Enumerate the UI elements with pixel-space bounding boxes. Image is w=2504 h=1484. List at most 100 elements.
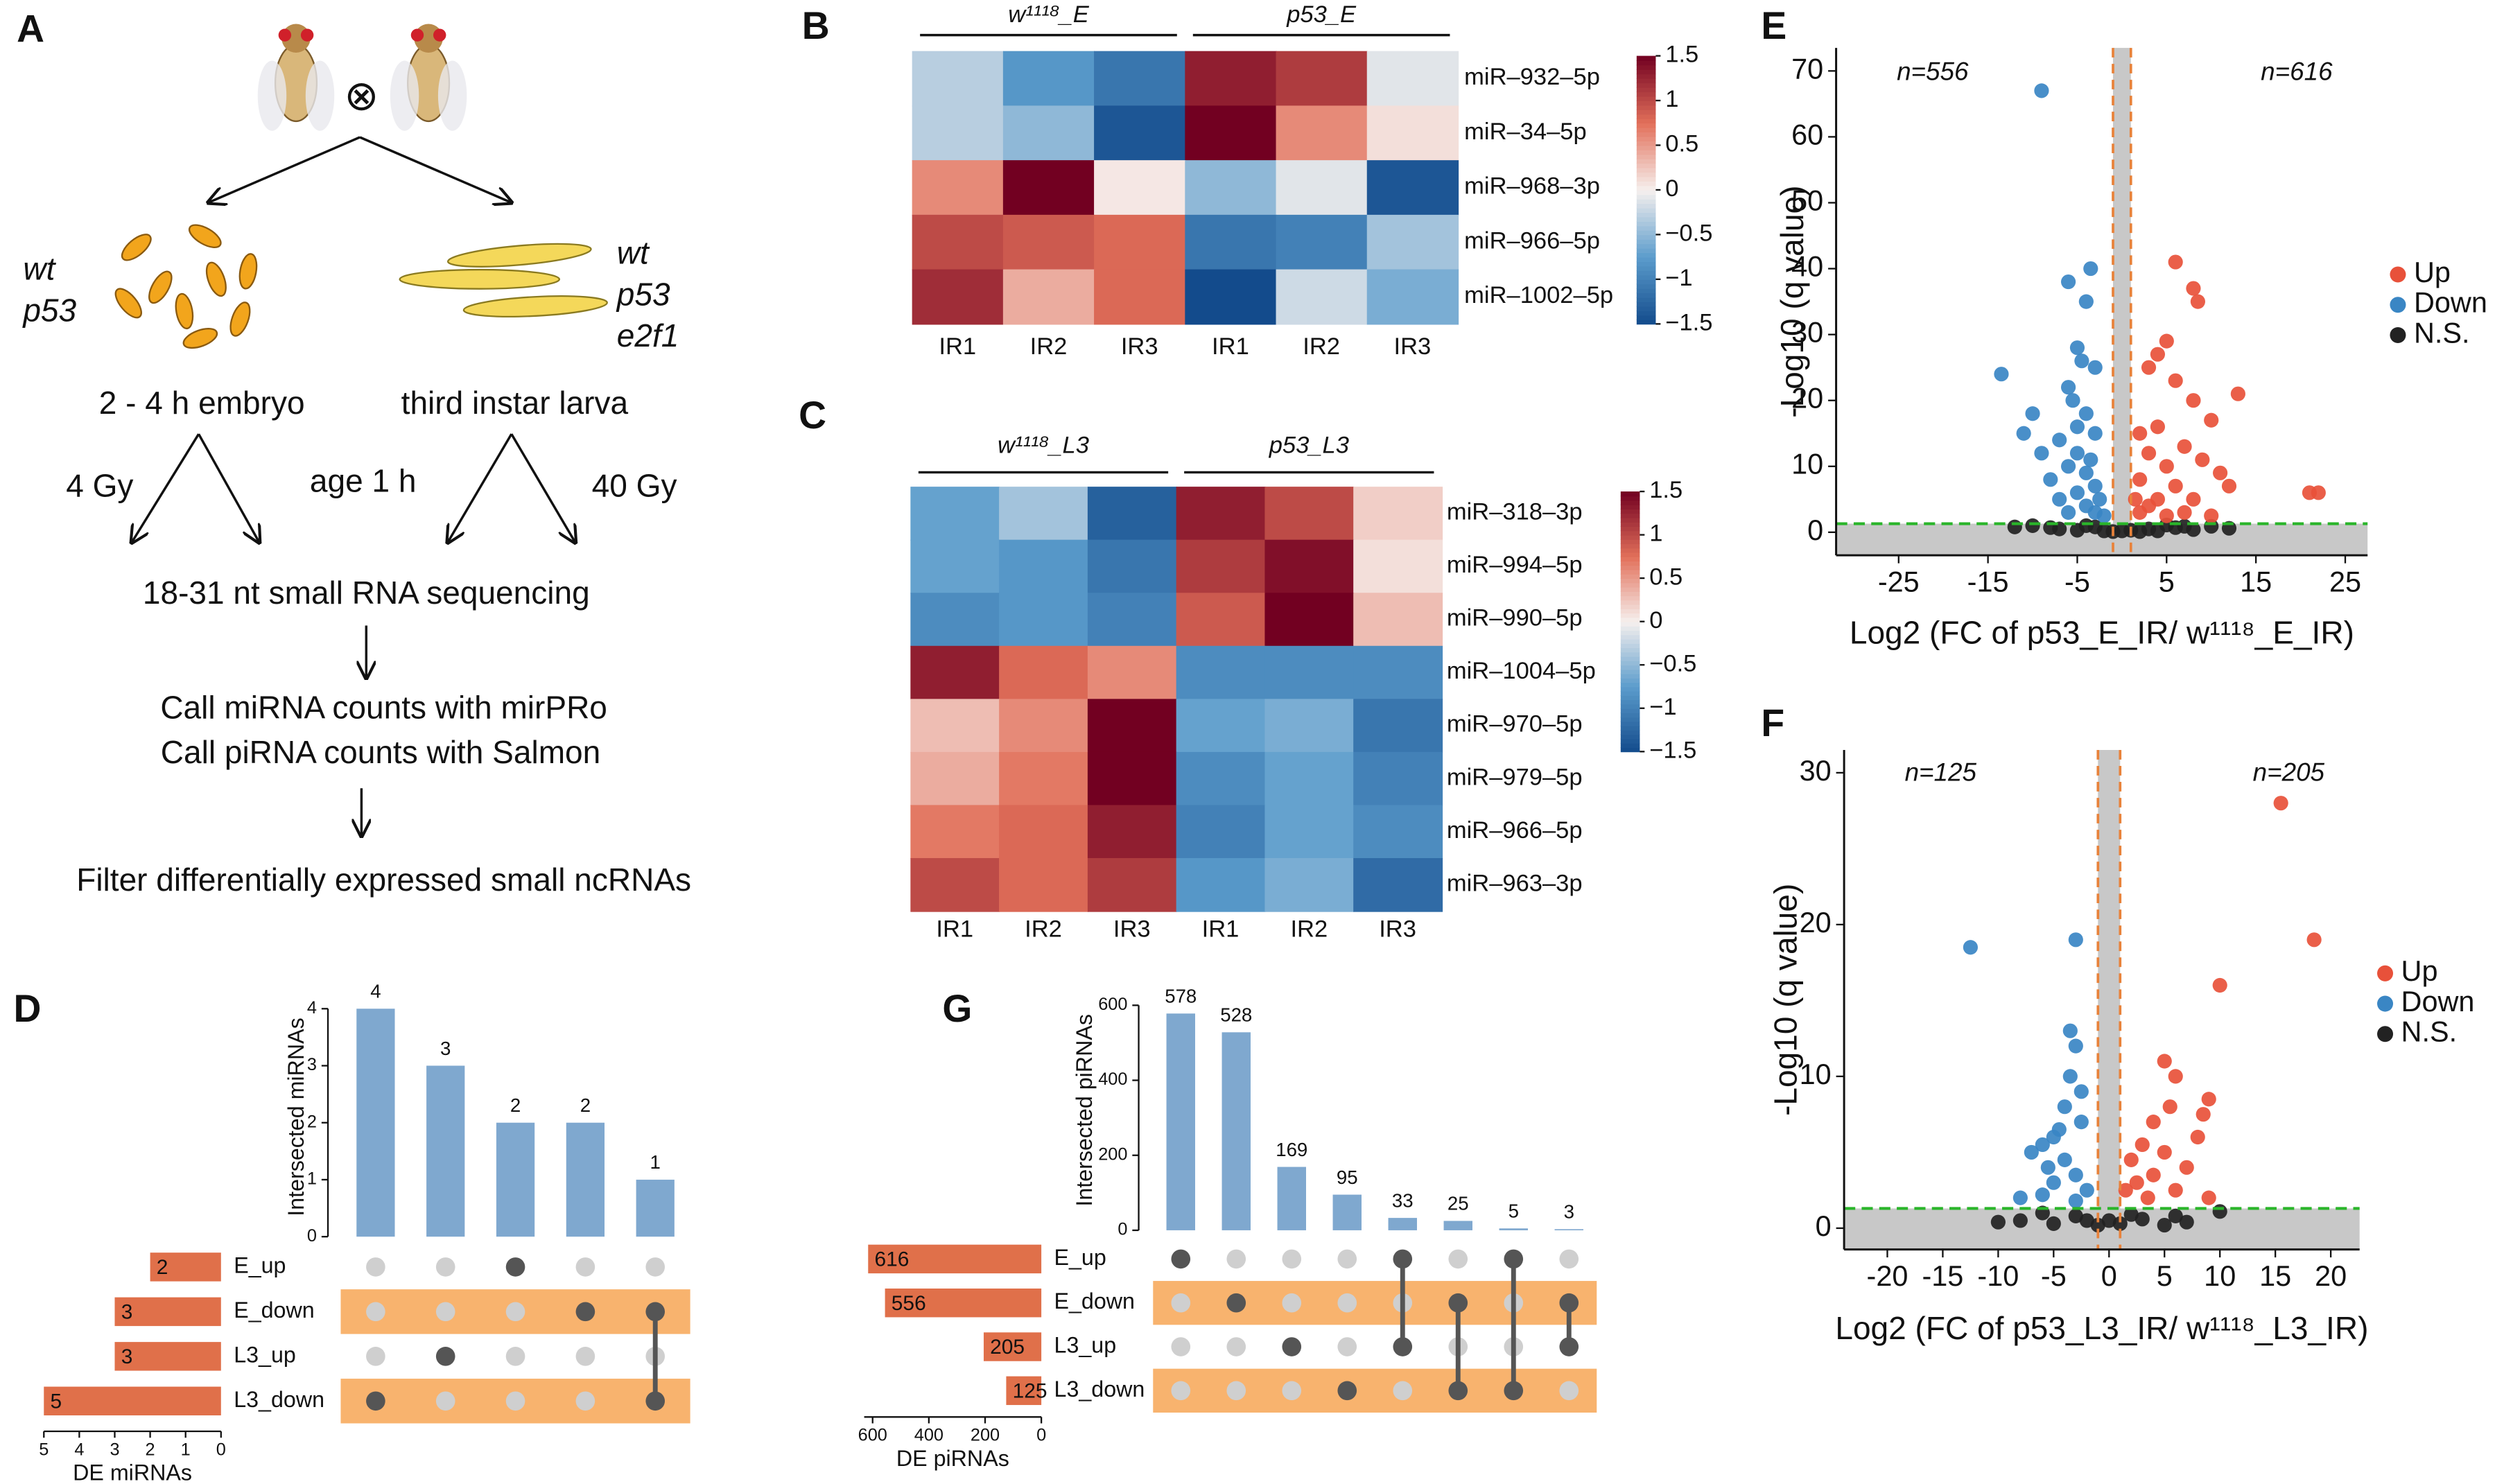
row-label: miR–34–5p bbox=[1464, 119, 1587, 145]
colorbar-segment bbox=[1636, 136, 1656, 141]
heatmap-cell bbox=[1094, 214, 1186, 270]
bar bbox=[1499, 1228, 1528, 1230]
point bbox=[2068, 1038, 2083, 1054]
panel-label: E bbox=[1761, 4, 1786, 47]
point bbox=[2177, 505, 2192, 520]
heatmap-cell bbox=[1002, 51, 1095, 107]
heatmap-cell bbox=[912, 269, 1005, 325]
colorbar-segment bbox=[1636, 176, 1656, 182]
point bbox=[2177, 439, 2192, 454]
y-axis-title: Intersected miRNAs bbox=[284, 1018, 308, 1216]
y-tick-label: 20 bbox=[1800, 906, 1832, 939]
set-name: E_up bbox=[234, 1252, 286, 1277]
heatmap-cell bbox=[1353, 593, 1443, 647]
colorbar-segment bbox=[1620, 656, 1640, 661]
set-size-bar bbox=[114, 1297, 221, 1327]
x-tick-label: -25 bbox=[1878, 566, 1920, 598]
point bbox=[2306, 932, 2322, 948]
point bbox=[2141, 446, 2157, 461]
matrix-dot-empty bbox=[505, 1347, 525, 1366]
point bbox=[2157, 1217, 2172, 1233]
colorbar-segment bbox=[1620, 704, 1640, 709]
legend-marker bbox=[2390, 326, 2406, 343]
y-tick-label: 10 bbox=[1791, 448, 1823, 480]
colorbar-segment bbox=[1620, 643, 1640, 649]
colorbar-segment bbox=[1636, 288, 1656, 294]
row-label: miR–968–3p bbox=[1464, 173, 1600, 200]
set-size-label: 125 bbox=[1013, 1380, 1047, 1403]
set-size-bar bbox=[983, 1332, 1042, 1361]
point bbox=[2087, 426, 2103, 441]
y-tick-label: 400 bbox=[1098, 1070, 1127, 1089]
embryos bbox=[114, 224, 258, 349]
heatmap-cell bbox=[1353, 857, 1443, 912]
matrix-dot-empty bbox=[435, 1302, 455, 1322]
colorbar-segment bbox=[1636, 270, 1656, 276]
y-tick-label: 1 bbox=[307, 1169, 317, 1189]
row-label: miR–990–5p bbox=[1447, 605, 1583, 631]
y-tick-label: 30 bbox=[1800, 754, 1832, 787]
matrix-dot bbox=[645, 1302, 666, 1322]
row-label: miR–970–5p bbox=[1447, 711, 1583, 737]
colorbar-segment bbox=[1620, 634, 1640, 640]
matrix-dot-empty bbox=[1226, 1381, 1246, 1401]
heatmap-cell bbox=[1276, 51, 1368, 107]
colorbar-segment bbox=[1636, 145, 1656, 150]
colorbar-segment bbox=[1636, 265, 1656, 271]
point bbox=[2204, 508, 2219, 523]
colorbar-segment bbox=[1620, 630, 1640, 636]
matrix-dot-empty bbox=[1559, 1381, 1579, 1401]
heatmap-cell bbox=[910, 699, 1000, 753]
point bbox=[2074, 353, 2089, 369]
point bbox=[2024, 1144, 2039, 1160]
matrix-dot-empty bbox=[1226, 1249, 1246, 1269]
step-label: 18-31 nt small RNA sequencing bbox=[143, 575, 590, 611]
colorbar-segment bbox=[1636, 279, 1656, 285]
point bbox=[2035, 1137, 2050, 1153]
bar-value-label: 3 bbox=[440, 1038, 451, 1059]
heatmap-cell bbox=[1185, 214, 1277, 270]
colorbar-segment bbox=[1636, 238, 1656, 245]
matrix-dot-empty bbox=[366, 1347, 385, 1366]
column-label: IR1 bbox=[939, 333, 976, 360]
heatmap-cell bbox=[910, 645, 1000, 700]
legend-label: N.S. bbox=[2414, 316, 2470, 349]
x-tick-label: 5 bbox=[2159, 566, 2175, 598]
x-tick-label: 0 bbox=[2101, 1259, 2117, 1292]
matrix-dot-empty bbox=[366, 1257, 385, 1277]
set-axis-tick-label: 2 bbox=[146, 1440, 155, 1459]
point bbox=[2060, 380, 2076, 395]
bar bbox=[1221, 1032, 1251, 1230]
heatmap-cell bbox=[1087, 593, 1177, 647]
point bbox=[2150, 419, 2166, 435]
group-label: w¹¹¹⁸_E bbox=[1008, 1, 1090, 28]
colorbar-tick-label: −1.5 bbox=[1665, 309, 1712, 335]
stage-label: 2 - 4 h embryo bbox=[99, 385, 305, 421]
bar bbox=[356, 1009, 395, 1237]
heatmap-cell bbox=[910, 751, 1000, 806]
point bbox=[2012, 1213, 2028, 1228]
colorbar-segment bbox=[1620, 708, 1640, 713]
heatmap-cell bbox=[1353, 751, 1443, 806]
heatmap-cell bbox=[1176, 699, 1266, 753]
colorbar-segment bbox=[1636, 69, 1656, 75]
y-tick-label: 0 bbox=[1118, 1220, 1127, 1239]
colorbar-tick-label: −1 bbox=[1649, 694, 1676, 720]
colorbar-segment bbox=[1620, 491, 1640, 497]
matrix-dot-empty bbox=[1282, 1249, 1302, 1269]
column-label: IR3 bbox=[1394, 333, 1432, 360]
set-size-label: 3 bbox=[121, 1301, 133, 1324]
set-size-bar bbox=[44, 1386, 221, 1416]
heatmap-cell bbox=[1366, 160, 1459, 216]
panel-label: B bbox=[802, 4, 830, 47]
matrix-dot-empty bbox=[505, 1391, 525, 1411]
colorbar-tick-label: 1.5 bbox=[1665, 42, 1698, 68]
colorbar-segment bbox=[1620, 695, 1640, 701]
flies bbox=[257, 24, 467, 131]
colorbar-segment bbox=[1620, 530, 1640, 536]
set-name: L3_down bbox=[234, 1387, 324, 1412]
point bbox=[2168, 373, 2183, 388]
colorbar-tick-label: −0.5 bbox=[1665, 220, 1712, 247]
point bbox=[2195, 452, 2210, 467]
colorbar-segment bbox=[1636, 132, 1656, 137]
